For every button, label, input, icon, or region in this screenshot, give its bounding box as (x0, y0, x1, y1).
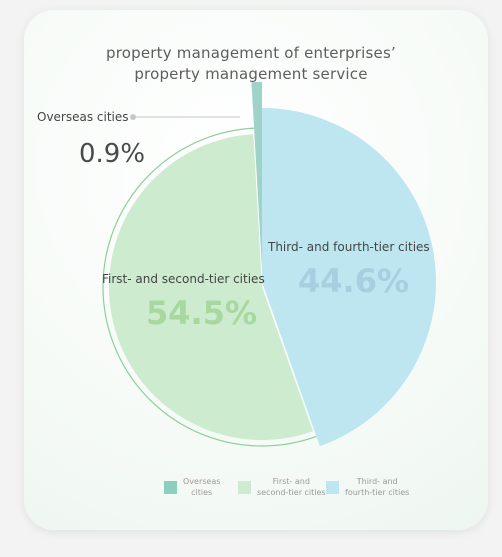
value-overseas: 0.9% (79, 139, 145, 169)
value-third-fourth: 44.6% (298, 262, 409, 300)
legend-label-third-fourth-1: Third- and (356, 477, 398, 486)
legend-swatch-overseas (164, 480, 177, 494)
chart-title-line-2: property management service (134, 65, 368, 83)
legend-label-first-second-1: First- and (272, 477, 310, 486)
slice-first-second (109, 134, 313, 440)
legend-label-first-second-2: second-tier cities (257, 488, 326, 497)
legend-label-third-fourth-2: fourth-tier cities (345, 488, 410, 497)
legend-swatch-third-fourth (326, 480, 339, 494)
label-third-fourth: Third- and fourth-tier cities (267, 240, 430, 254)
legend-item-third-fourth: Third- and fourth-tier cities (326, 476, 409, 498)
slice-overseas (251, 82, 262, 268)
legend-label-overseas-1: Overseas (183, 477, 221, 486)
label-overseas: Overseas cities (37, 110, 129, 124)
legend-item-overseas: Overseas cities (164, 476, 220, 498)
value-first-second: 54.5% (146, 294, 257, 332)
legend-item-first-second: First- and second-tier cities (238, 476, 326, 498)
legend: Overseas cities First- and second-tier c… (0, 476, 502, 502)
leader-dot-overseas (130, 114, 136, 120)
label-first-second: First- and second-tier cities (102, 272, 265, 286)
legend-swatch-first-second (238, 480, 251, 494)
slice-third-fourth (262, 108, 437, 447)
legend-label-overseas-2: cities (191, 488, 213, 497)
chart-title-line-1: property management of enterprises’ (106, 44, 396, 62)
